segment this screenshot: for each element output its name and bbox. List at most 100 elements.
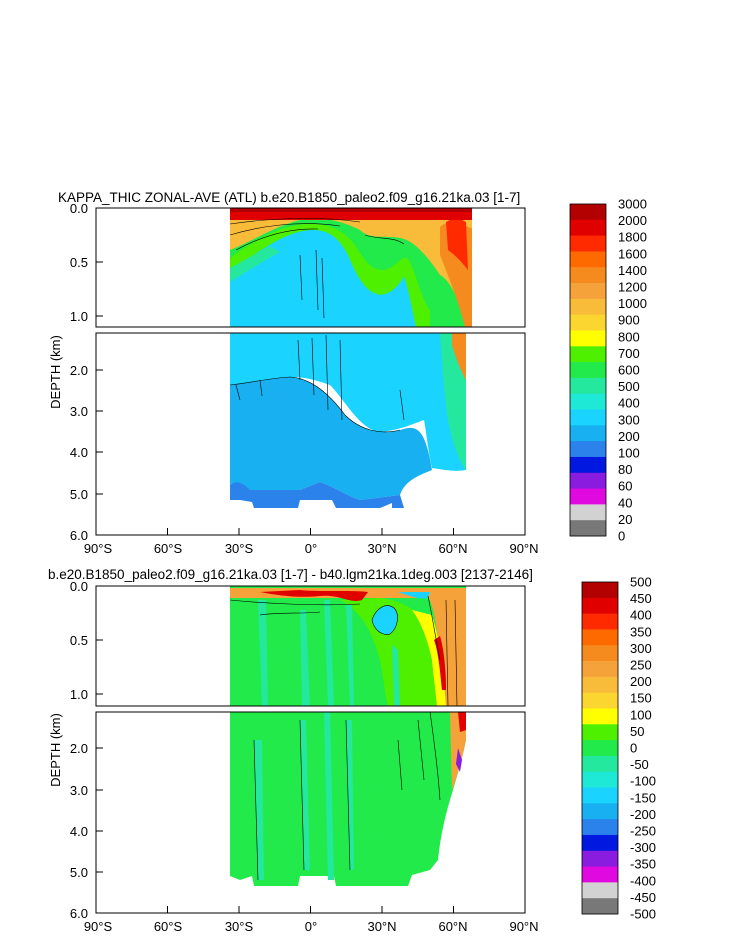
field-cyan-columns	[258, 600, 400, 706]
panel-1-x-ticks	[95, 528, 526, 535]
panel-1-xtick-label: 60°S	[154, 541, 183, 556]
colorbar-label: 200	[618, 429, 640, 444]
field-lower-north-red	[458, 712, 466, 732]
panel-2-ytick-label: 1.0	[70, 687, 88, 702]
colorbar-label: 400	[630, 608, 652, 623]
colorbar-swatch	[570, 456, 606, 474]
field-lower-contours	[253, 712, 441, 881]
colorbar-label: 600	[618, 363, 640, 378]
field-lower-deep	[230, 377, 432, 500]
colorbar-swatch	[570, 409, 606, 426]
panel-1: KAPPA_THIC ZONAL-AVE (ATL) b.e20.B1850_p…	[48, 190, 647, 556]
field-lower-contours	[229, 334, 405, 433]
panel-2-y-axis-label: DEPTH (km)	[48, 713, 63, 787]
panel-1-upper-field	[229, 208, 472, 327]
colorbar-swatch	[570, 362, 606, 379]
colorbar-label: 300	[630, 641, 652, 656]
panel-1-xtick-label: 60°N	[438, 541, 467, 556]
colorbar-label: 1200	[618, 280, 647, 295]
colorbar-swatch	[570, 251, 606, 268]
panel-2-xtick-label: 0°	[305, 919, 317, 934]
colorbar-label: -500	[630, 907, 656, 922]
colorbar-swatch	[570, 298, 606, 316]
panel-1-xtick-label: 30°N	[367, 541, 396, 556]
panel-1-lower-field	[229, 333, 466, 508]
colorbar-swatch	[582, 898, 618, 915]
field-teal-band	[230, 246, 280, 282]
colorbar-swatch	[582, 676, 618, 694]
colorbar-label: -300	[630, 840, 656, 855]
colorbar-swatch	[582, 866, 618, 883]
colorbar-label: 500	[630, 575, 652, 590]
colorbar-swatch	[582, 834, 618, 852]
colorbar-label: -450	[630, 890, 656, 905]
colorbar-swatch	[570, 472, 606, 489]
colorbar-label: -200	[630, 807, 656, 822]
colorbar-label: -350	[630, 857, 656, 872]
panel-1-xtick-label: 30°S	[225, 541, 254, 556]
panel-1-ytick-label: 0.0	[70, 201, 88, 216]
colorbar-swatch	[582, 771, 618, 788]
colorbar-label: 3000	[618, 197, 647, 212]
colorbar-swatch	[582, 645, 618, 662]
panel-1-y-ticks	[96, 207, 103, 495]
colorbar-label: 800	[618, 329, 640, 344]
colorbar-swatch	[582, 740, 618, 757]
panel-2-ytick-label: 4.0	[70, 824, 88, 839]
panel-1-ytick-label: 5.0	[70, 487, 88, 502]
colorbar-label: 100	[630, 707, 652, 722]
colorbar-label: 700	[618, 346, 640, 361]
panel-1-colorbar: 3000200018001600140012001000900800700600…	[569, 197, 647, 544]
panel-1-ytick-label: 2.0	[70, 363, 88, 378]
panel-1-upper-frame	[95, 207, 526, 328]
panel-1-y-axis-label: DEPTH (km)	[48, 335, 63, 409]
colorbar-label: -50	[630, 757, 649, 772]
colorbar-swatch	[570, 504, 606, 521]
colorbar-label: 1600	[618, 246, 647, 261]
field-lower-bottom	[230, 482, 404, 508]
colorbar-label: 500	[618, 379, 640, 394]
colorbar-label: 900	[618, 313, 640, 328]
panel-2-x-ticks	[95, 906, 526, 913]
field-orange	[230, 208, 472, 327]
colorbar-swatch	[570, 267, 606, 284]
colorbar-swatch	[582, 629, 618, 646]
panel-2-upper-field	[229, 586, 466, 706]
colorbar-swatch	[570, 346, 606, 363]
panel-2-xtick-label: 60°N	[438, 919, 467, 934]
colorbar-swatch	[582, 787, 618, 804]
colorbar-swatch	[582, 803, 618, 820]
field-surface-red	[260, 590, 368, 601]
colorbar-label: 100	[618, 446, 640, 461]
field-upper-contours	[229, 595, 458, 706]
colorbar-label: -150	[630, 790, 656, 805]
panel-1-ytick-label: 4.0	[70, 445, 88, 460]
colorbar-label: 250	[630, 658, 652, 673]
colorbar-swatch	[570, 425, 606, 442]
colorbar-label: 50	[630, 724, 644, 739]
field-north-core	[446, 219, 468, 270]
colorbar-label: 450	[630, 591, 652, 606]
panel-1-xtick-label: 90°S	[84, 541, 113, 556]
field-lower-north-blue	[456, 748, 462, 772]
colorbar-label: 300	[618, 412, 640, 427]
panel-2-ytick-label: 5.0	[70, 865, 88, 880]
panel-1-ytick-label: 6.0	[70, 528, 88, 543]
colorbar-swatch	[582, 755, 618, 773]
panel-2-xtick-label: 90°N	[509, 919, 538, 934]
colorbar-label: 40	[618, 495, 632, 510]
colorbar-label: 400	[618, 396, 640, 411]
panel-2-ytick-label: 6.0	[70, 906, 88, 921]
colorbar-label: 2000	[618, 213, 647, 228]
colorbar-label: 150	[630, 691, 652, 706]
colorbar-swatch	[570, 204, 606, 221]
colorbar-label: 0	[630, 741, 637, 756]
panel-1-ytick-label: 1.0	[70, 309, 88, 324]
field-lower-columns	[254, 712, 354, 880]
colorbar-swatch	[570, 520, 606, 537]
colorbar-label: 80	[618, 462, 632, 477]
panel-2: b.e20.B1850_paleo2.f09_g16.21ka.03 [1-7]…	[48, 567, 656, 934]
colorbar-swatch	[582, 819, 618, 836]
field-cyan-lens	[372, 605, 398, 635]
